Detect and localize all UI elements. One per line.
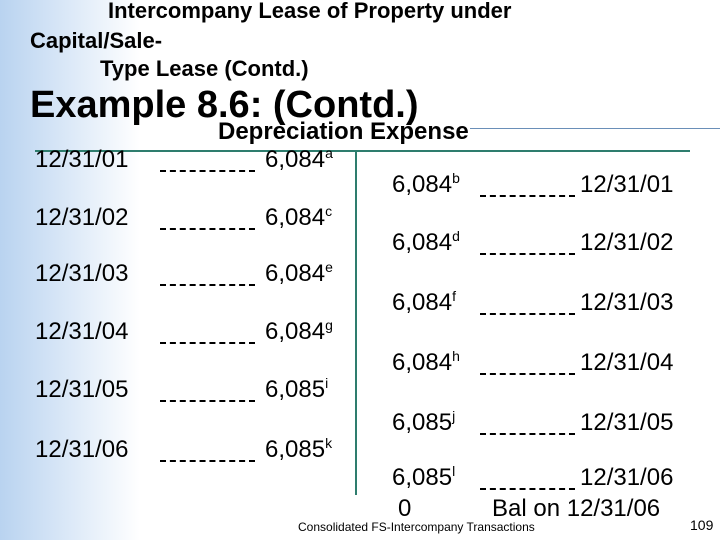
debit-amount: 6,084a bbox=[265, 145, 333, 173]
debit-date: 12/31/02 bbox=[35, 204, 129, 231]
amount: 6,084 bbox=[392, 229, 453, 256]
debit-date: 12/31/01 bbox=[35, 146, 129, 173]
amount: 6,084 bbox=[265, 204, 326, 231]
note: k bbox=[325, 435, 333, 451]
amount: 6,084 bbox=[392, 171, 453, 198]
dash-leader bbox=[160, 400, 255, 402]
amount: 6,085 bbox=[265, 376, 326, 403]
amount: 6,085 bbox=[392, 464, 453, 491]
note: f bbox=[452, 288, 456, 304]
amount: 6,084 bbox=[265, 146, 326, 173]
credit-date: 12/31/01 bbox=[580, 171, 674, 198]
credit-date: 12/31/06 bbox=[580, 464, 674, 491]
credit-amount: 6,084b bbox=[392, 170, 460, 198]
dash-leader bbox=[480, 313, 575, 315]
t-account-top bbox=[35, 150, 690, 152]
credit-amount: 6,085l bbox=[392, 463, 456, 491]
credit-date: 12/31/03 bbox=[580, 289, 674, 316]
dash-leader bbox=[160, 284, 255, 286]
note: a bbox=[325, 145, 333, 161]
page-number: 109 bbox=[690, 517, 714, 533]
example-heading: Example 8.6: (Contd.) bbox=[30, 84, 419, 126]
balance-amount: 0 bbox=[398, 495, 412, 522]
dash-leader bbox=[160, 170, 255, 172]
rule bbox=[470, 128, 720, 129]
amount: 6,084 bbox=[392, 289, 453, 316]
dash-leader bbox=[480, 373, 575, 375]
dash-leader bbox=[160, 460, 255, 462]
debit-amount: 6,085k bbox=[265, 435, 333, 463]
debit-date: 12/31/06 bbox=[35, 436, 129, 463]
debit-date: 12/31/04 bbox=[35, 318, 129, 345]
note: g bbox=[325, 317, 333, 333]
amount: 6,084 bbox=[392, 349, 453, 376]
note: j bbox=[452, 408, 456, 424]
debit-amount: 6,085i bbox=[265, 375, 329, 403]
debit-amount: 6,084c bbox=[265, 203, 333, 231]
debit-amount: 6,084g bbox=[265, 317, 333, 345]
amount: 6,085 bbox=[392, 409, 453, 436]
account-title: Depreciation Expense bbox=[218, 118, 469, 145]
title-line: Intercompany Lease of Property under bbox=[108, 0, 512, 23]
balance-label: Bal on 12/31/06 bbox=[492, 495, 661, 522]
dash-leader bbox=[480, 433, 575, 435]
note: l bbox=[452, 463, 456, 479]
amount: 6,084 bbox=[265, 318, 326, 345]
dash-leader bbox=[480, 195, 575, 197]
dash-leader bbox=[480, 253, 575, 255]
note: d bbox=[452, 228, 460, 244]
title-line: Capital/Sale- bbox=[30, 28, 163, 53]
amount: 6,084 bbox=[265, 260, 326, 287]
credit-date: 12/31/02 bbox=[580, 229, 674, 256]
credit-date: 12/31/04 bbox=[580, 349, 674, 376]
note: h bbox=[452, 348, 460, 364]
debit-date: 12/31/03 bbox=[35, 260, 129, 287]
debit-date: 12/31/05 bbox=[35, 376, 129, 403]
t-account-divider bbox=[355, 150, 357, 495]
credit-date: 12/31/05 bbox=[580, 409, 674, 436]
dash-leader bbox=[160, 228, 255, 230]
background-gradient bbox=[0, 0, 140, 540]
credit-amount: 6,084d bbox=[392, 228, 460, 256]
note: c bbox=[325, 203, 333, 219]
dash-leader bbox=[160, 342, 255, 344]
title-line: Type Lease (Contd.) bbox=[100, 56, 309, 81]
footer: Consolidated FS-Intercompany Transaction… bbox=[298, 520, 535, 534]
note: b bbox=[452, 170, 460, 186]
debit-amount: 6,084e bbox=[265, 259, 333, 287]
note: i bbox=[325, 375, 329, 391]
credit-amount: 6,084h bbox=[392, 348, 460, 376]
amount: 6,085 bbox=[265, 436, 326, 463]
note: e bbox=[325, 259, 333, 275]
credit-amount: 6,085j bbox=[392, 408, 456, 436]
credit-amount: 6,084f bbox=[392, 288, 456, 316]
dash-leader bbox=[480, 488, 575, 490]
